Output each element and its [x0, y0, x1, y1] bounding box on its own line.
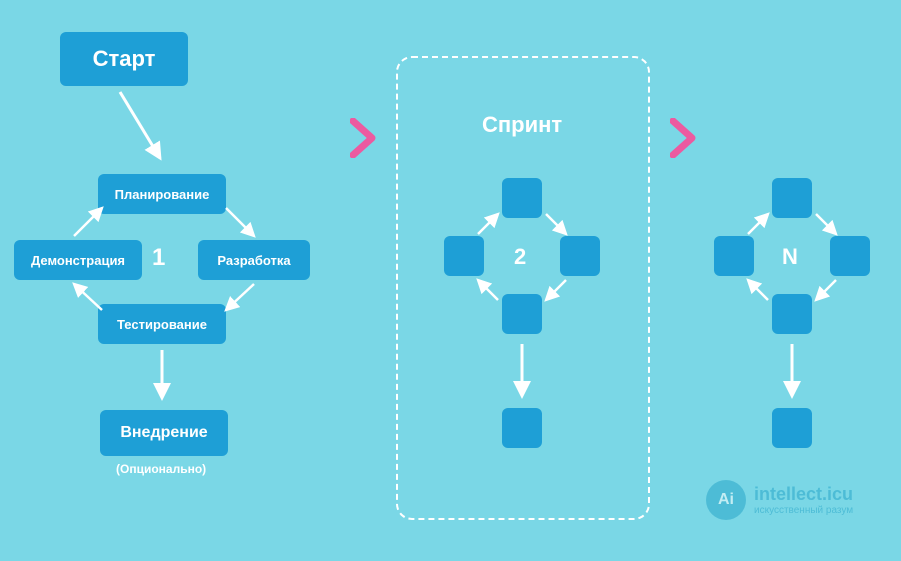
chevron-1-icon	[350, 118, 382, 158]
cycle-2-arrow-1	[536, 270, 576, 310]
n-arrow-down	[782, 334, 802, 406]
cycle-1-arrow-2	[64, 274, 112, 320]
arrow-to-deploy	[152, 340, 172, 408]
watermark-logo-icon: Ai	[706, 480, 746, 520]
cycle-1-arrow-3	[64, 198, 112, 246]
planning-box: Планирование	[98, 174, 226, 214]
optional-label: (Опционально)	[116, 462, 206, 476]
sprint-result-box	[502, 408, 542, 448]
testing-box: Тестирование	[98, 304, 226, 344]
start-box: Старт	[60, 32, 188, 86]
arrow-start-to-planning	[110, 82, 170, 168]
diagram-stage: СтартПланированиеРазработкаТестированиеД…	[0, 0, 901, 561]
n-result-box	[772, 408, 812, 448]
cycle-2-arrow-3	[468, 204, 508, 244]
cycle-n-label: N	[782, 244, 798, 270]
cycle-n-arrow-3	[738, 204, 778, 244]
cycle-1-label: 1	[152, 244, 165, 272]
watermark: Aiintellect.icuискусственный разум	[706, 480, 853, 520]
cycle-n-arrow-2	[738, 270, 778, 310]
watermark-text: intellect.icuискусственный разум	[754, 484, 853, 516]
cycle-n-arrow-1	[806, 270, 846, 310]
cycle-1-arrow-0	[216, 198, 264, 246]
cycle-2-arrow-0	[536, 204, 576, 244]
cycle-2-arrow-2	[468, 270, 508, 310]
cycle-1-arrow-1	[216, 274, 264, 320]
cycle-n-arrow-0	[806, 204, 846, 244]
cycle-2-label: 2	[514, 244, 526, 270]
chevron-2-icon	[670, 118, 702, 158]
deploy-box: Внедрение	[100, 410, 228, 456]
sprint-arrow-down	[512, 334, 532, 406]
sprint-title: Спринт	[482, 112, 562, 138]
